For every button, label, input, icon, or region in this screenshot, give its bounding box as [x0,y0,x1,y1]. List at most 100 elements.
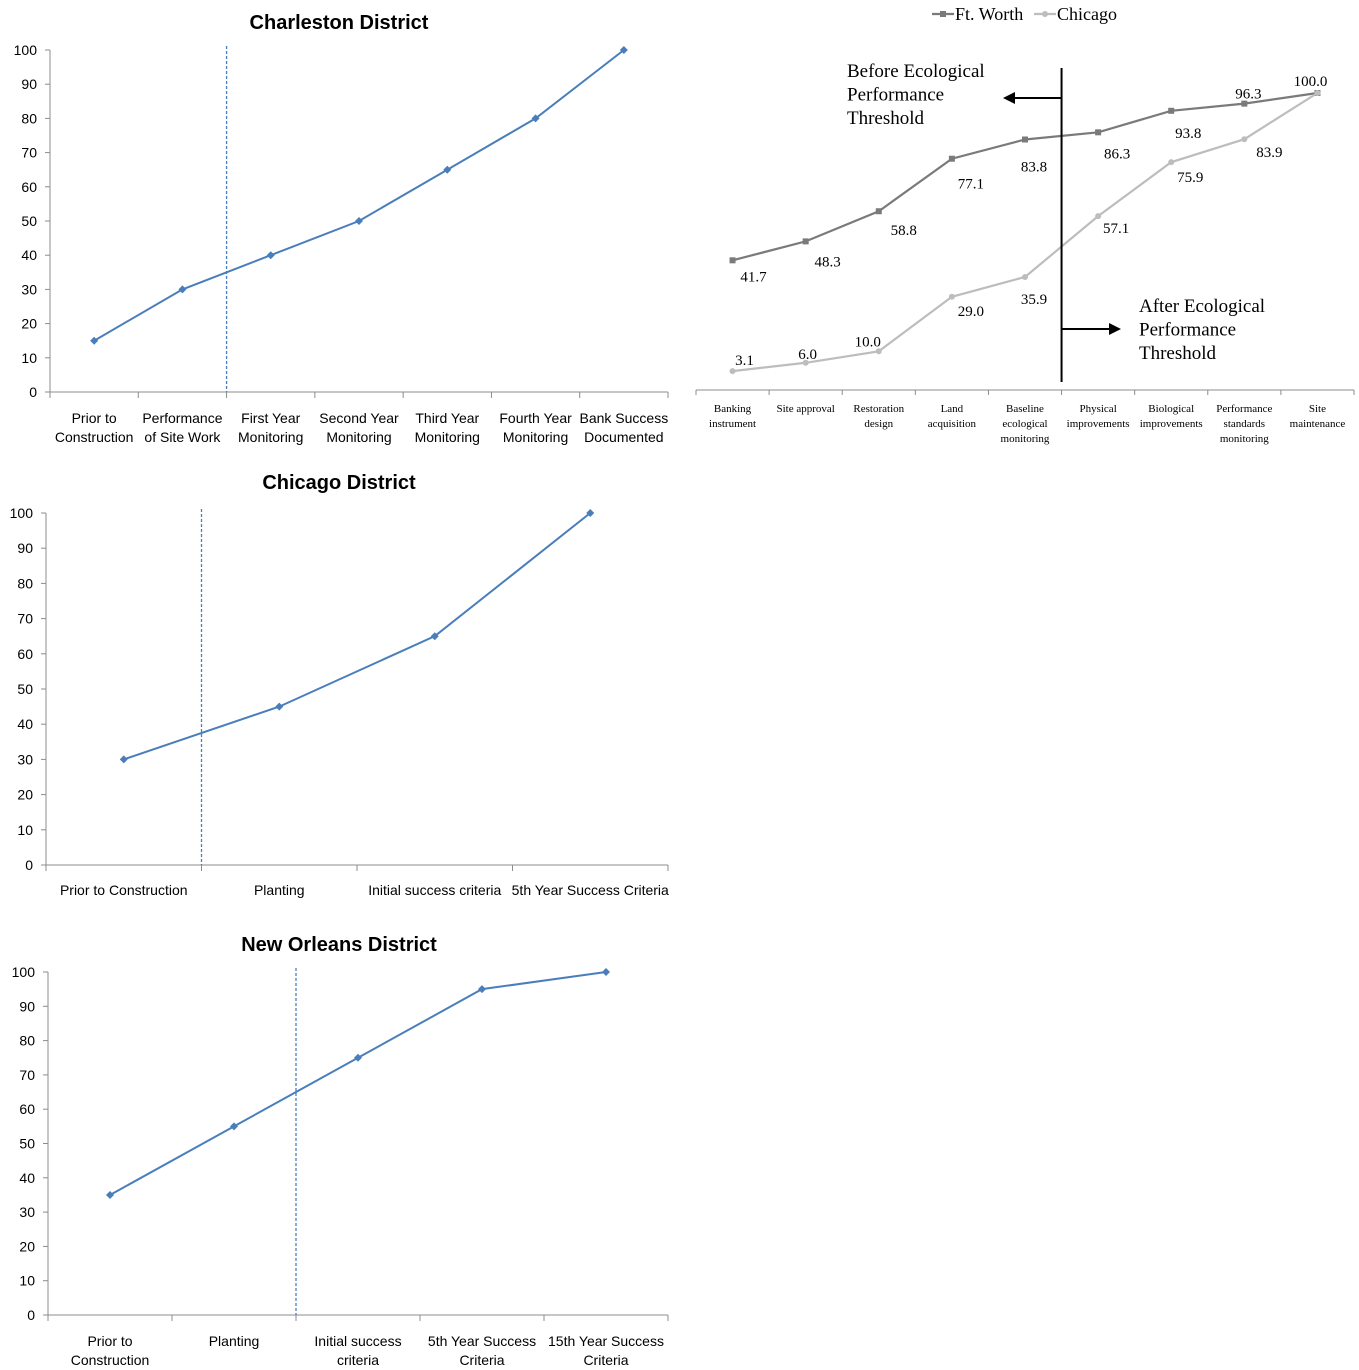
ft-worth-legend-marker [940,11,946,17]
neworleans-y-tick-label: 80 [19,1033,35,1049]
comparison-x-tick-label: Baseline ecological monitoring [1001,403,1050,445]
ft-worth-data-label: 41.7 [740,269,767,285]
ft-worth-data-point [948,155,955,162]
comparison-x-tick-label: Banking instrument [709,403,756,430]
chicago-data-point [1168,159,1175,166]
ft-worth-data-point [1241,100,1248,107]
charleston-y-tick-label: 50 [21,213,37,229]
chicago-data-label: 83.9 [1256,145,1282,161]
chicago-data-label: 10.0 [855,334,881,350]
charleston-y-tick-label: 70 [21,145,37,161]
chicago-data-point [430,632,439,641]
ft-worth-data-label: 77.1 [958,177,984,193]
chicago-data-point [586,509,595,517]
charleston-x-tick-label: Fourth Year Monitoring [499,410,572,445]
comparison-x-tick-label: Performance standards monitoring [1216,403,1272,445]
comparison-x-tick-label: Biological improvements [1140,403,1203,430]
neworleans-data-point [106,1190,114,1199]
ft-worth-data-point [729,257,736,264]
ft-worth-data-label: 86.3 [1104,146,1130,162]
neworleans-y-tick-label: 100 [12,964,36,980]
chicago-data-point [275,702,284,711]
comparison-x-tick-label: Site approval [776,403,834,415]
ft-worth-legend-label: Ft. Worth [955,4,1023,24]
chicago-data-point [1095,213,1102,220]
chicago-data-point [1022,273,1028,280]
neworleans-y-tick-label: 70 [19,1067,35,1083]
neworleans-data-point [354,1053,362,1062]
charleston-x-tick-label: First Year Monitoring [238,410,303,445]
chicago-x-tick-label: 5th Year Success Criteria [512,882,669,898]
charleston-chart-title: Charleston District [250,12,429,34]
neworleans-x-tick-label: Planting [209,1333,260,1349]
charleston-data-point [178,285,187,294]
ft-worth-data-label: 48.3 [815,254,841,270]
charleston-y-tick-label: 0 [29,384,37,400]
comparison-x-tick-label: Land acquisition [928,403,977,430]
chicago-data-point [119,755,128,764]
comparison-x-tick-label: Restoration design [853,403,904,430]
ft-worth-data-label: 100.0 [1294,74,1328,90]
charleston-y-tick-label: 30 [21,281,37,297]
charleston-y-tick-label: 10 [21,350,37,366]
neworleans-x-tick-label: Initial success criteria [314,1333,401,1368]
after-threshold-annotation: After Ecological Performance Threshold [1139,296,1265,364]
charleston-x-tick-label: Prior to Construction [55,410,134,445]
charleston-data-point [90,336,99,345]
chicago-x-tick-label: Planting [254,882,305,898]
chicago-y-tick-label: 0 [25,857,33,873]
chicago-x-tick-label: Initial success criteria [368,882,501,898]
ft-worth-data-point [875,208,882,215]
chicago-legend-marker [1042,11,1048,17]
chicago-data-label: 35.9 [1021,292,1047,308]
comparison-x-tick-label: Physical improvements [1067,403,1130,430]
neworleans-x-tick-label: Prior to Construction [71,1333,150,1368]
neworleans-series-line [109,971,607,1196]
chicago-district-chart: Chicago District 0 10 20 30 40 50 60 70 80 90 100 P… [10,472,669,898]
chicago-y-tick-label: 90 [17,540,33,556]
neworleans-data-point [478,985,486,994]
ft-worth-data-label: 83.8 [1021,159,1047,175]
chicago-data-label: 57.1 [1103,221,1129,237]
chicago-data-label: 75.9 [1177,170,1203,186]
left-arrow-icon [1003,92,1015,104]
chicago-y-tick-label: 30 [17,751,33,767]
chicago-y-tick-label: 10 [17,822,33,838]
charleston-data-point [355,217,363,225]
chicago-data-point [1241,136,1248,143]
ft-worth-data-point [1095,129,1102,136]
ft-worth-data-label: 58.8 [891,223,917,239]
chicago-y-tick-label: 70 [17,611,33,627]
charleston-y-tick-label: 40 [21,247,37,263]
chicago-data-point [948,293,955,300]
neworleans-y-tick-label: 50 [19,1136,35,1152]
new-orleans-chart-title: New Orleans District [241,934,437,956]
chicago-data-label: 29.0 [958,304,984,320]
neworleans-y-tick-label: 0 [27,1307,35,1323]
comparison-x-tick-label: Site maintenance [1290,403,1346,430]
neworleans-x-tick-label: 15th Year Success Criteria [548,1333,664,1368]
chicago-y-tick-label: 50 [17,681,33,697]
comparison-chart: Banking instrument Site approval Restoratio… [695,4,1355,445]
charleston-district-chart: Charleston District 0 10 20 30 40 50 60 70 80 90 1… [14,12,669,445]
neworleans-y-tick-label: 60 [19,1101,35,1117]
neworleans-y-tick-label: 10 [19,1273,35,1289]
right-arrow-icon [1109,323,1121,335]
chicago-data-point [729,368,736,375]
charleston-y-tick-label: 80 [21,110,37,126]
chicago-data-label: 3.1 [735,353,754,369]
chicago-y-tick-label: 100 [10,505,34,521]
ft-worth-data-label: 93.8 [1175,126,1201,142]
chicago-y-tick-label: 20 [17,787,33,803]
charleston-y-tick-label: 90 [21,76,37,92]
chicago-data-label: 6.0 [798,347,817,363]
chicago-y-tick-label: 60 [17,646,33,662]
neworleans-x-tick-label: 5th Year Success Criteria [428,1333,536,1368]
neworleans-data-point [230,1122,238,1131]
charleston-x-tick-label: Second Year Monitoring [319,410,399,445]
chicago-y-tick-label: 80 [17,575,33,591]
charleston-y-tick-label: 20 [21,316,37,332]
chicago-chart-title: Chicago District [262,472,416,494]
ft-worth-series-line [732,91,1318,262]
